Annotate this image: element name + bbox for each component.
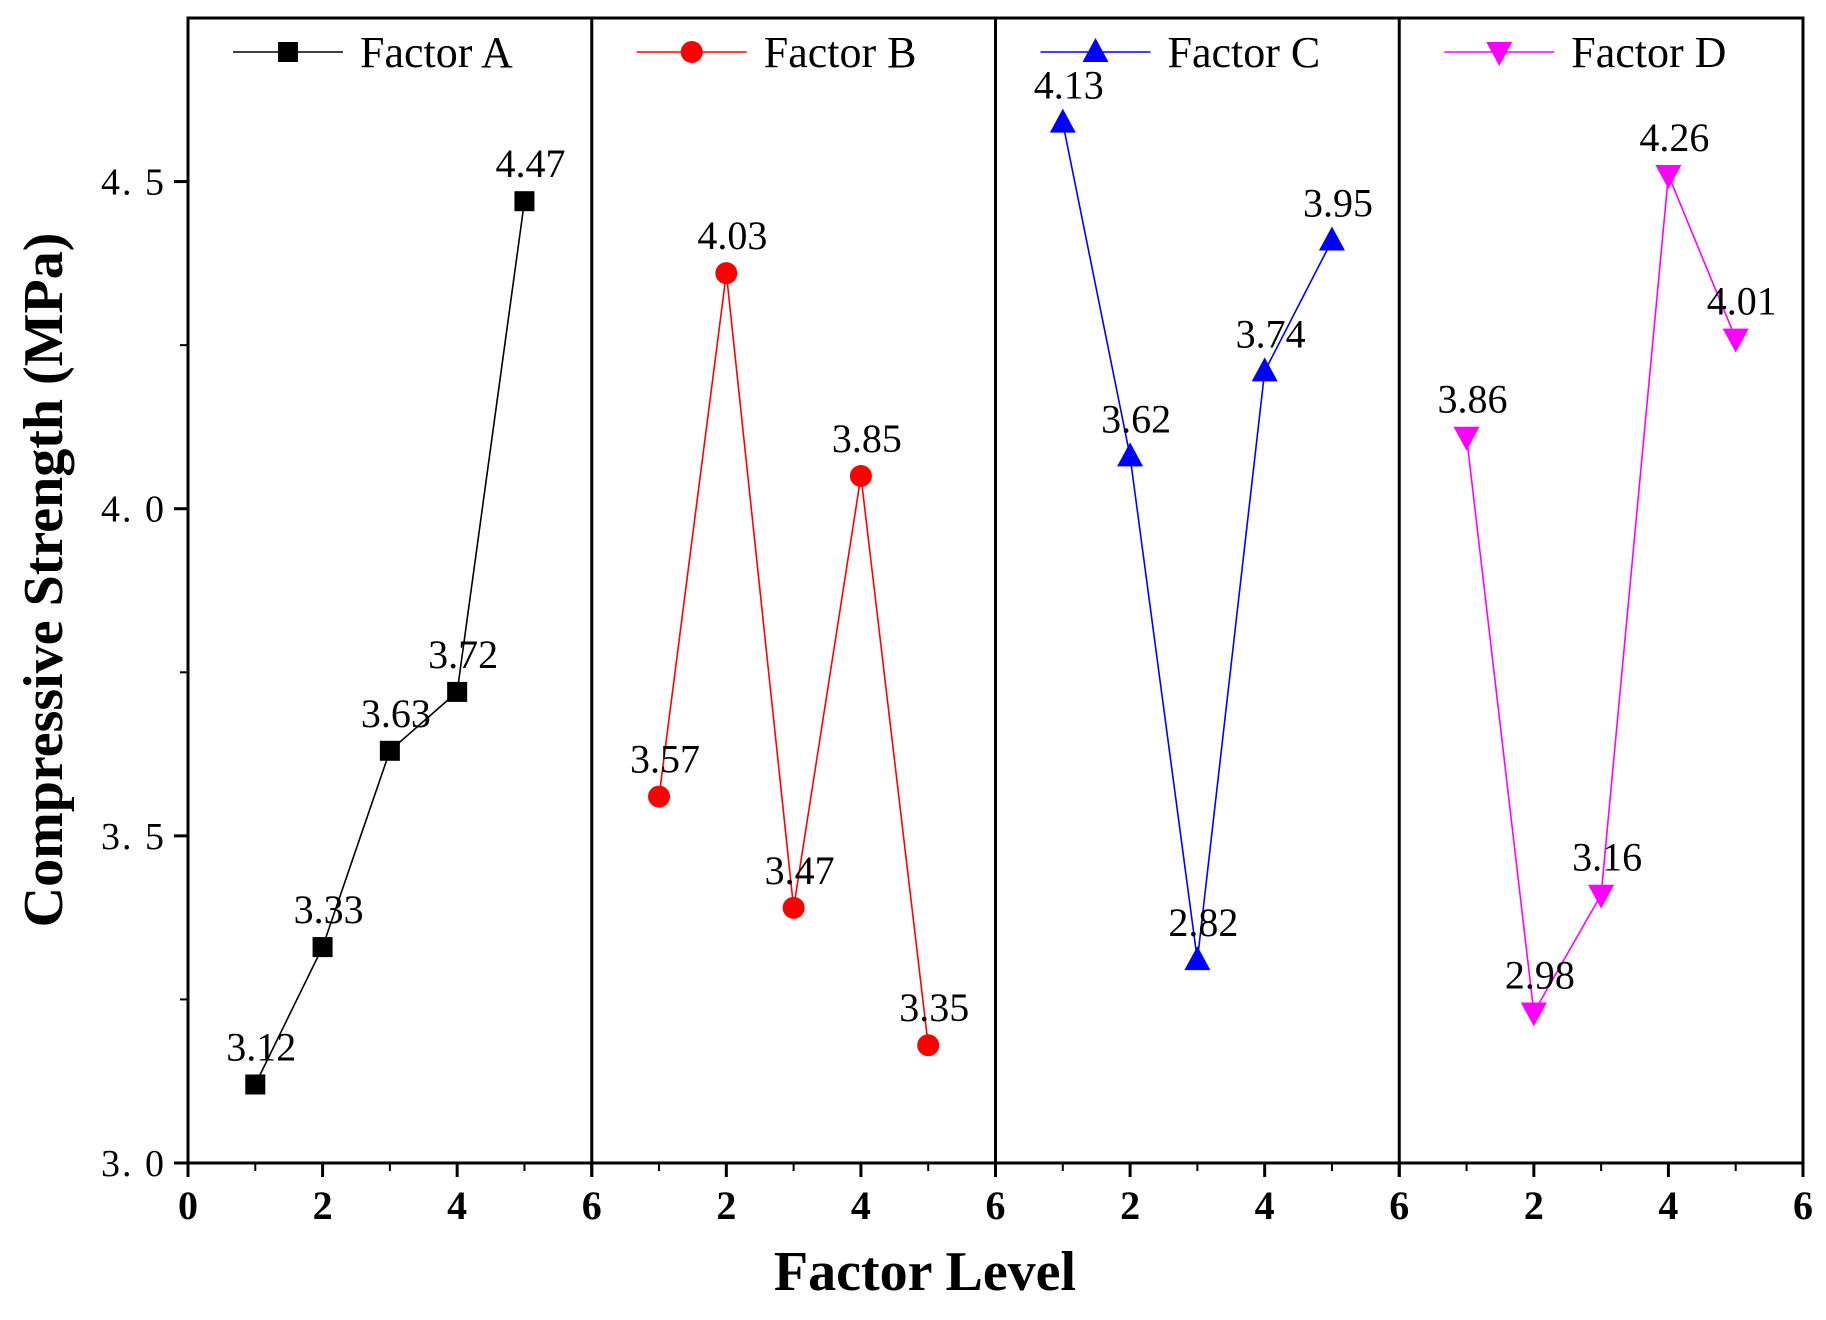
data-point bbox=[514, 191, 535, 212]
data-label: 3.33 bbox=[294, 887, 364, 932]
data-point bbox=[1049, 108, 1076, 133]
series-line-2 bbox=[658, 273, 930, 1046]
data-point bbox=[447, 681, 468, 702]
y-tick-label: 4. 0 bbox=[101, 489, 166, 531]
x-tick-label: 6 bbox=[986, 1183, 1006, 1228]
data-label: 4.03 bbox=[697, 213, 767, 258]
y-tick-label: 4. 5 bbox=[101, 162, 166, 204]
data-label: 3.62 bbox=[1101, 396, 1171, 441]
x-tick-label: 2 bbox=[313, 1183, 333, 1228]
x-tick-label: 4 bbox=[1255, 1183, 1275, 1228]
x-tick-label: 6 bbox=[1389, 1183, 1409, 1228]
data-label: 3.47 bbox=[765, 848, 835, 893]
data-label: 3.16 bbox=[1572, 835, 1642, 880]
data-point bbox=[648, 785, 671, 808]
x-tick-label: 4 bbox=[851, 1183, 871, 1228]
data-point bbox=[245, 1074, 266, 1095]
x-tick-label: 4 bbox=[1658, 1183, 1678, 1228]
legend-marker bbox=[1486, 42, 1513, 66]
series-line-3 bbox=[1062, 122, 1333, 961]
data-label: 3.86 bbox=[1438, 377, 1508, 422]
data-label: 3.85 bbox=[832, 416, 902, 461]
data-label: 3.72 bbox=[428, 632, 498, 677]
x-tick-label: 2 bbox=[716, 1183, 736, 1228]
data-label: 4.01 bbox=[1707, 279, 1777, 324]
x-tick-label: 2 bbox=[1120, 1183, 1140, 1228]
data-point bbox=[1251, 357, 1278, 382]
y-tick-label: 3. 5 bbox=[101, 816, 166, 858]
data-label: 3.63 bbox=[361, 691, 431, 736]
data-label: 3.74 bbox=[1236, 311, 1306, 356]
data-label: 4.13 bbox=[1034, 63, 1104, 108]
data-point bbox=[782, 896, 805, 919]
data-point bbox=[1655, 165, 1682, 190]
data-point bbox=[1318, 226, 1345, 251]
data-point bbox=[1520, 1002, 1547, 1027]
data-label: 2.98 bbox=[1505, 953, 1575, 998]
data-point bbox=[715, 262, 738, 285]
legend-marker bbox=[278, 42, 298, 62]
data-point bbox=[312, 937, 333, 958]
legend-label: Factor C bbox=[1168, 28, 1321, 77]
data-label: 4.47 bbox=[495, 141, 565, 186]
x-axis-title: Factor Level bbox=[774, 1241, 1076, 1303]
legend-group: Factor A Factor B Factor C Factor D bbox=[233, 28, 1726, 77]
axes-group: 3. 0 3. 5 4. 0 4. 5 0 2 4 6 2 4 6 2 4 6 2 4 6 bbox=[101, 16, 1813, 1228]
legend-marker bbox=[680, 41, 703, 63]
data-point bbox=[1453, 426, 1480, 451]
x-tick-label: 0 bbox=[178, 1183, 198, 1228]
data-label: 3.95 bbox=[1303, 180, 1373, 225]
data-label: 3.57 bbox=[630, 737, 700, 782]
legend-marker bbox=[1082, 38, 1109, 62]
x-tick-label: 4 bbox=[447, 1183, 467, 1228]
data-label: 3.35 bbox=[899, 985, 969, 1030]
y-tick-label: 3. 0 bbox=[101, 1143, 166, 1185]
legend-label: Factor A bbox=[360, 28, 513, 77]
data-point bbox=[1117, 442, 1144, 467]
data-point bbox=[917, 1034, 940, 1057]
data-label: 2.82 bbox=[1168, 900, 1238, 945]
y-axis-title: Compressive Strength (MPa) bbox=[13, 233, 75, 928]
data-point bbox=[849, 465, 872, 487]
data-point bbox=[379, 740, 400, 761]
legend-label: Factor D bbox=[1571, 28, 1726, 77]
data-label: 4.26 bbox=[1639, 115, 1709, 160]
series-group bbox=[245, 108, 1749, 1095]
data-label: 3.12 bbox=[226, 1024, 296, 1069]
legend-label: Factor B bbox=[764, 28, 917, 77]
labels-group: 3.12 3.33 3.63 3.72 4.47 3.57 4.03 3.47 3.85 3.35… bbox=[226, 63, 1776, 1070]
x-tick-label: 6 bbox=[1793, 1183, 1813, 1228]
data-point bbox=[1184, 946, 1211, 971]
x-tick-label: 2 bbox=[1524, 1183, 1544, 1228]
data-point bbox=[1722, 328, 1749, 353]
data-point bbox=[1588, 884, 1615, 909]
x-tick-label: 6 bbox=[582, 1183, 602, 1228]
